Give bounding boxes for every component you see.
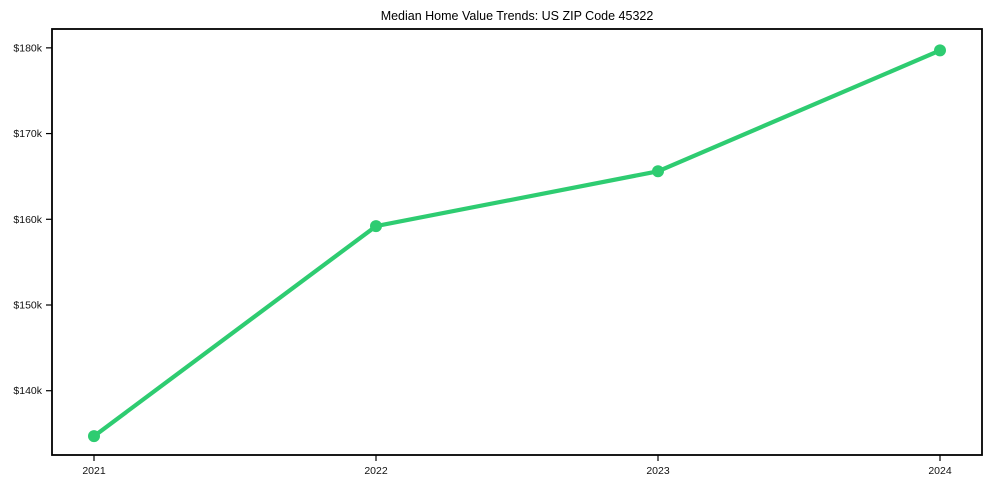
y-tick-label: $170k bbox=[13, 128, 42, 140]
chart-title: Median Home Value Trends: US ZIP Code 45… bbox=[380, 9, 654, 23]
trend-line bbox=[91, 48, 943, 439]
y-tick-label: $160k bbox=[13, 214, 42, 226]
plot-frame bbox=[51, 28, 983, 456]
data-point-2024 bbox=[934, 44, 946, 57]
y-tick-label: $150k bbox=[13, 300, 42, 312]
x-tick-label: 2023 bbox=[646, 465, 670, 477]
data-point-2022 bbox=[370, 220, 382, 233]
data-point-2021 bbox=[88, 430, 100, 443]
data-point-2023 bbox=[652, 165, 664, 178]
y-tick-label: $180k bbox=[13, 42, 42, 54]
x-tick-label: 2022 bbox=[364, 465, 388, 477]
x-tick-label: 2021 bbox=[82, 465, 106, 477]
y-tick-label: $140k bbox=[13, 385, 42, 397]
x-tick-label: 2024 bbox=[928, 465, 952, 477]
